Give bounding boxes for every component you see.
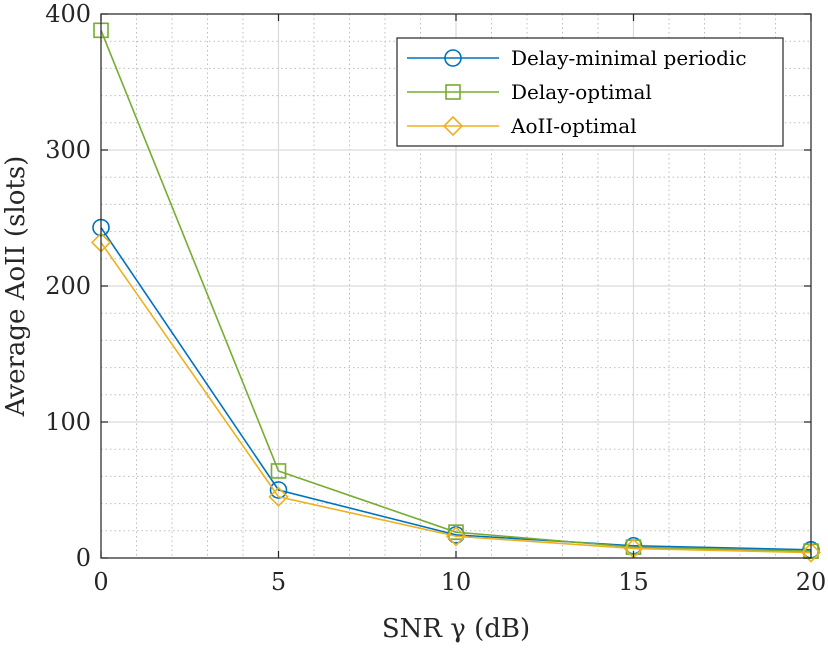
series-3 <box>90 232 822 563</box>
y-tick-label: 100 <box>45 408 91 436</box>
legend-entry: AoII-optimal <box>407 114 637 138</box>
legend-marker-square <box>445 84 461 100</box>
series-line <box>100 30 812 552</box>
legend-label: Delay-minimal periodic <box>511 46 747 70</box>
legend-entry: Delay-optimal <box>407 80 652 104</box>
legend-marker-circle <box>444 49 462 67</box>
x-tick-label: 5 <box>271 568 286 596</box>
data-point-square <box>270 463 287 479</box>
y-tick-label: 200 <box>45 272 91 300</box>
data-point-square <box>448 524 464 540</box>
x-tick-label: 15 <box>618 568 649 596</box>
data-point-circle <box>269 481 288 499</box>
x-axis: 0 5 10 15 20 <box>93 14 826 596</box>
x-tick-label: 0 <box>93 568 108 596</box>
legend: Delay-minimal periodic Delay-optimal AoII-… <box>396 37 784 147</box>
legend-label: Delay-optimal <box>511 80 652 104</box>
legend-marker-diamond <box>442 115 464 137</box>
y-tick-label: 0 <box>76 544 91 572</box>
y-tick-label: 400 <box>45 0 91 28</box>
legend-label: AoII-optimal <box>510 114 637 138</box>
x-axis-title: SNR γ (dB) <box>382 614 530 644</box>
data-point-diamond <box>800 542 822 563</box>
data-point-diamond <box>268 486 289 507</box>
x-tick-label: 20 <box>796 568 827 596</box>
y-tick-label: 300 <box>45 136 91 164</box>
series-line <box>100 242 812 554</box>
data-point-diamond <box>445 526 467 547</box>
legend-entry: Delay-minimal periodic <box>407 46 747 70</box>
series-line <box>100 227 812 551</box>
y-axis-title: Average AoII (slots) <box>1 156 31 418</box>
x-tick-label: 10 <box>441 568 472 596</box>
y-axis: 0 100 200 300 400 <box>45 0 811 572</box>
